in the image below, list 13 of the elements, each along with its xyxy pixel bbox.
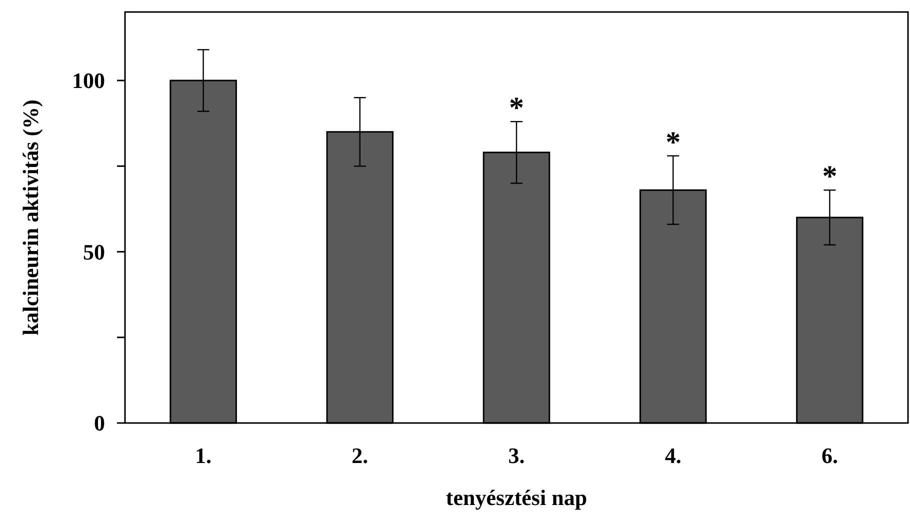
annotation: * [509, 92, 524, 125]
x-tick-label: 6. [821, 443, 838, 468]
annotation: * [822, 160, 838, 194]
y-tick-label: 0 [94, 410, 105, 436]
x-tick-label: 3. [508, 443, 525, 468]
x-tick-label: 2. [352, 443, 368, 468]
y-axis-title: kalcineurin aktivitás (%) [18, 100, 43, 336]
y-tick-label: 100 [72, 68, 105, 94]
annotation: * [666, 126, 681, 159]
x-axis-title: tenyésztési nap [446, 485, 588, 510]
x-tick-label: 1. [195, 443, 212, 468]
x-tick-label: 4. [664, 443, 682, 468]
y-tick-label: 50 [83, 239, 105, 264]
